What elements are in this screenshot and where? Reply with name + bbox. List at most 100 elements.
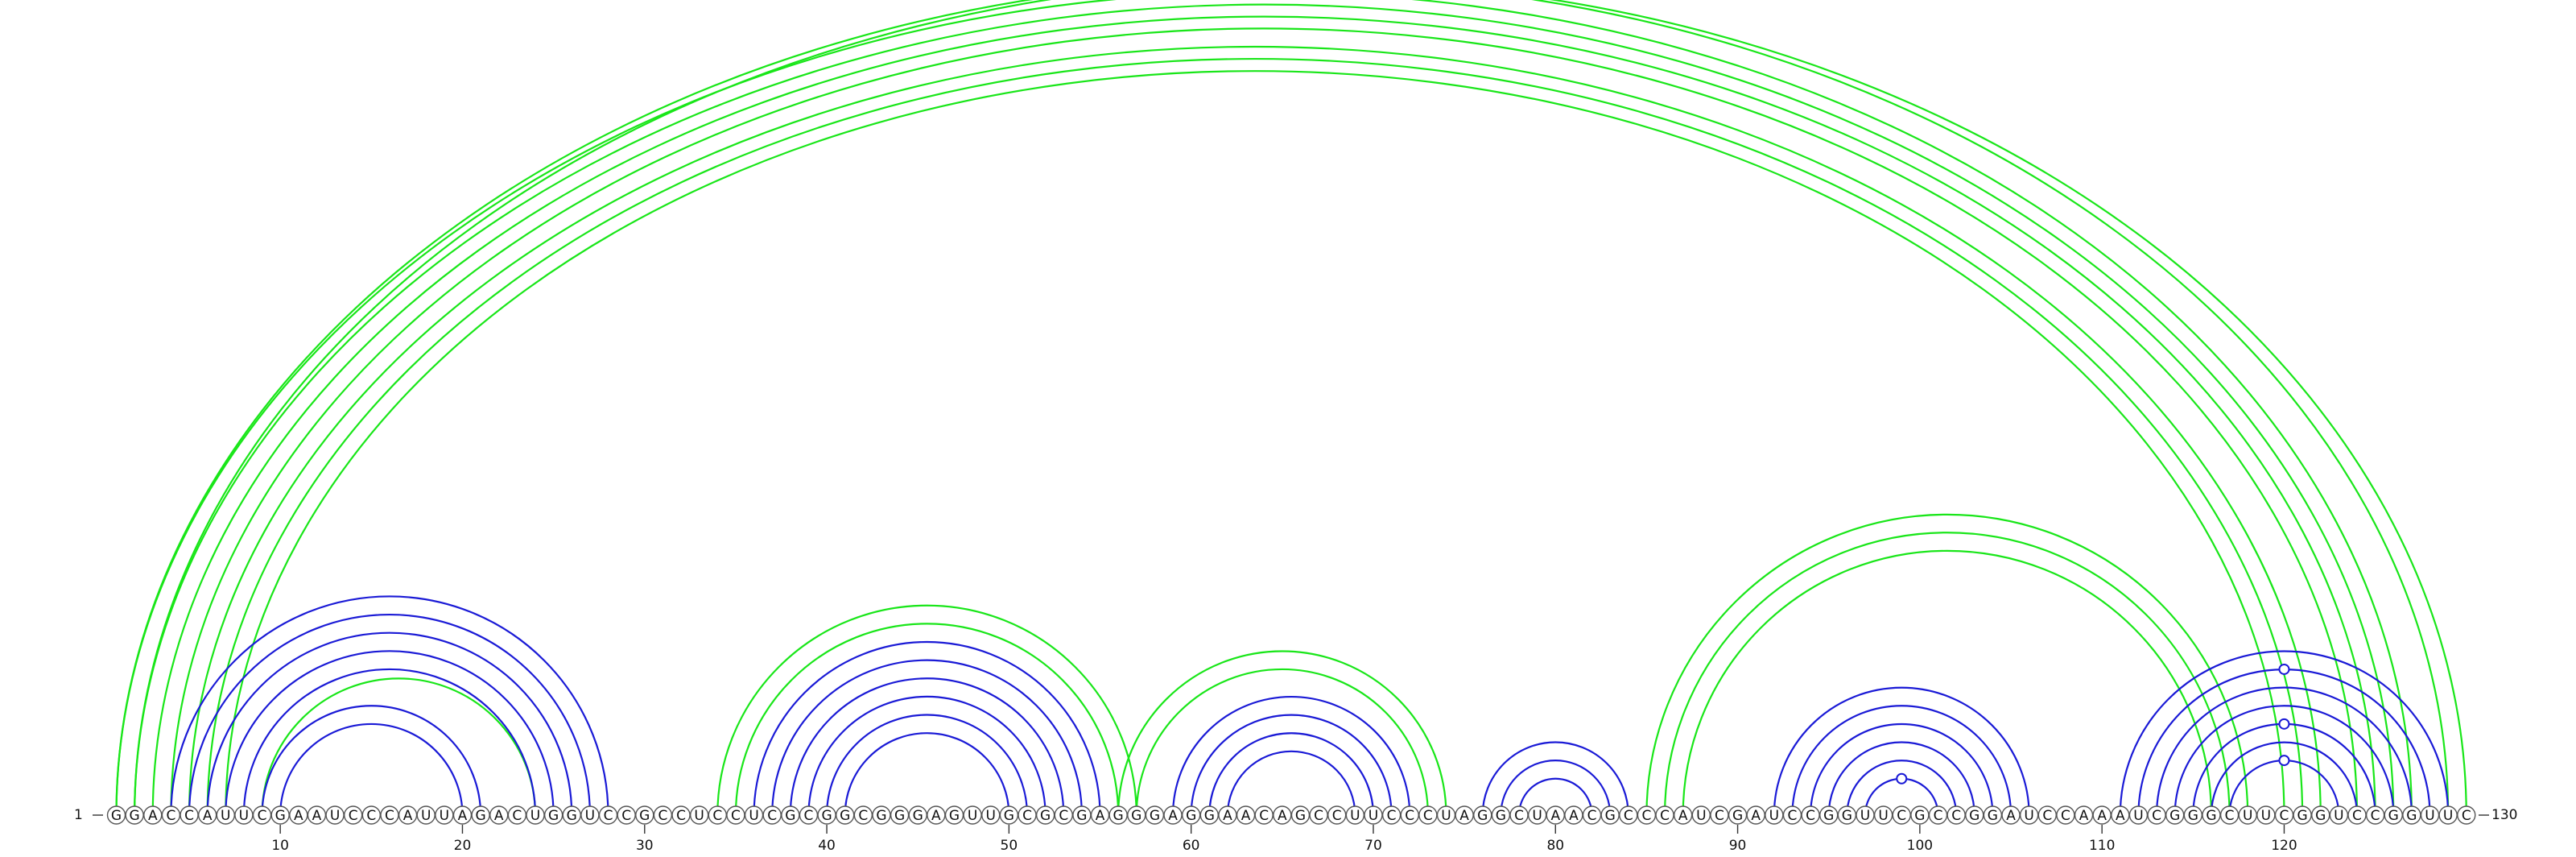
nucleotide-104: G	[1983, 805, 2003, 825]
nucleotide-112: U	[2128, 805, 2149, 825]
nucleotide-17: A	[398, 805, 418, 825]
nucleotide-89: C	[1710, 805, 1729, 825]
green-arc-1-129	[115, 0, 2450, 816]
tick-label-120: 120	[2271, 838, 2297, 854]
nucleotide-117: C	[2219, 805, 2240, 825]
nucleotide-84: C	[1619, 805, 1638, 825]
start-label: 1	[74, 807, 83, 823]
nucleotide-letter: G	[894, 808, 905, 824]
nucleotide-letter: G	[639, 808, 650, 824]
nucleotide-letter: A	[312, 808, 322, 824]
nucleotide-letter: G	[567, 808, 577, 824]
nucleotide-110: A	[2092, 805, 2112, 825]
green-arc-34-57	[716, 604, 1137, 816]
nucleotide-letter: G	[275, 808, 286, 824]
nucleotide-113: C	[2147, 805, 2166, 825]
blue-arc-41-50	[844, 732, 1010, 816]
nucleotide-125: C	[2365, 805, 2385, 825]
nucleotide-19: U	[435, 805, 454, 825]
blue-arc-113-127	[2155, 686, 2413, 816]
nucleotide-128: U	[2420, 805, 2440, 825]
nucleotide-letter: C	[1423, 808, 1433, 824]
nucleotide-88: U	[1691, 805, 1711, 825]
nucleotide-letter: U	[986, 808, 996, 824]
nucleotide-letter: C	[2280, 808, 2289, 824]
nucleotide-66: G	[1290, 805, 1311, 825]
nucleotide-2: G	[125, 805, 144, 825]
nucleotide-53: C	[1054, 805, 1073, 825]
nucleotide-letter: C	[1022, 808, 1032, 824]
green-arc-5-122	[188, 45, 2322, 816]
nucleotide-letter: G	[2406, 808, 2417, 824]
blue-arc-36-55	[753, 640, 1101, 816]
nucleotide-letter: G	[1914, 808, 1925, 824]
nucleotide-letter: G	[1150, 808, 1160, 824]
nucleotide-letter: G	[130, 808, 140, 824]
nucleotide-letter: C	[2462, 808, 2471, 824]
nucleotide-letter: A	[494, 808, 504, 824]
nucleotide-116: G	[2202, 805, 2221, 825]
nucleotide-73: C	[1418, 805, 1438, 825]
nucleotide-42: C	[853, 805, 873, 825]
nucleotide-letter: A	[403, 808, 413, 824]
nucleotide-70: U	[1364, 805, 1383, 825]
nucleotide-99: C	[1892, 805, 1911, 825]
nucleotide-106: U	[2019, 805, 2039, 825]
nucleotide-64: C	[1254, 805, 1274, 825]
blue-arc-37-54	[771, 659, 1083, 816]
nucleotide-22: A	[489, 805, 509, 825]
nucleotide-75: A	[1455, 805, 1474, 825]
blue-marker-3-0	[2278, 755, 2290, 767]
blue-arc-38-53	[789, 677, 1065, 816]
nucleotide-letter: C	[258, 808, 267, 824]
green-arc-9-24	[261, 677, 537, 816]
nucleotide-44: G	[890, 805, 910, 825]
nucleotide-47: G	[944, 805, 964, 825]
nucleotide-120: C	[2274, 805, 2294, 825]
green-arc-1-127	[115, 0, 2413, 816]
tick-label-80: 80	[1546, 838, 1564, 854]
nucleotide-38: G	[781, 805, 800, 825]
blue-arc-40-51	[825, 714, 1029, 816]
nucleotide-33: U	[689, 805, 709, 825]
nucleotide-55: A	[1090, 805, 1110, 825]
nucleotide-letter: G	[876, 808, 886, 824]
nucleotide-95: G	[1819, 805, 1839, 825]
nucleotide-letter: U	[2334, 808, 2343, 824]
nucleotide-letter: U	[585, 808, 595, 824]
nucleotide-letter: G	[2315, 808, 2326, 824]
nucleotide-letter: A	[931, 808, 941, 824]
blue-arc-92-106	[1773, 686, 2030, 816]
nucleotide-109: A	[2074, 805, 2094, 825]
nucleotide-letter: C	[1951, 808, 1961, 824]
nucleotide-letter: C	[1788, 808, 1798, 824]
nucleotide-130: C	[2457, 805, 2476, 825]
nucleotide-letter: G	[1004, 808, 1014, 824]
nucleotide-letter: G	[111, 808, 122, 824]
blue-arc-4-28	[170, 595, 609, 816]
nucleotide-letter: G	[949, 808, 960, 824]
nucleotide-letter: U	[1878, 808, 1888, 824]
nucleotide-letter: U	[2133, 808, 2143, 824]
nucleotide-letter: C	[385, 808, 394, 824]
nucleotide-126: G	[2384, 805, 2403, 825]
nucleotide-82: C	[1582, 805, 1602, 825]
nucleotide-86: C	[1655, 805, 1674, 825]
nucleotide-20: A	[452, 805, 473, 825]
nucleotide-24: U	[526, 805, 545, 825]
nucleotide-127: G	[2402, 805, 2421, 825]
nucleotide-51: C	[1018, 805, 1037, 825]
nucleotide-letter: G	[821, 808, 832, 824]
nucleotide-58: G	[1145, 805, 1165, 825]
nucleotide-46: A	[927, 805, 946, 825]
nucleotide-letter: U	[1696, 808, 1706, 824]
nucleotide-letter: A	[2006, 808, 2016, 824]
nucleotide-35: C	[726, 805, 745, 825]
nucleotide-letter: G	[1605, 808, 1616, 824]
nucleotide-36: U	[744, 805, 764, 825]
blue-marker-3-1	[2278, 718, 2290, 730]
nucleotide-letter: U	[440, 808, 449, 824]
green-arc-7-120	[225, 70, 2285, 816]
nucleotide-letter: G	[1113, 808, 1124, 824]
